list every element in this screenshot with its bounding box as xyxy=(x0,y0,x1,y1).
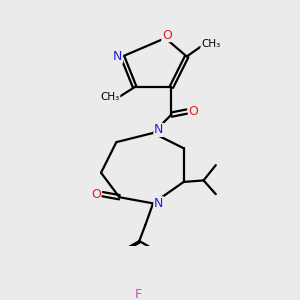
Text: N: N xyxy=(154,123,163,136)
Text: F: F xyxy=(135,288,142,300)
Text: O: O xyxy=(162,28,172,42)
Text: O: O xyxy=(91,188,101,201)
Text: CH₃: CH₃ xyxy=(201,39,220,49)
Text: N: N xyxy=(154,197,163,210)
Text: N: N xyxy=(113,50,123,63)
Text: O: O xyxy=(188,105,198,118)
Text: CH₃: CH₃ xyxy=(100,92,120,102)
